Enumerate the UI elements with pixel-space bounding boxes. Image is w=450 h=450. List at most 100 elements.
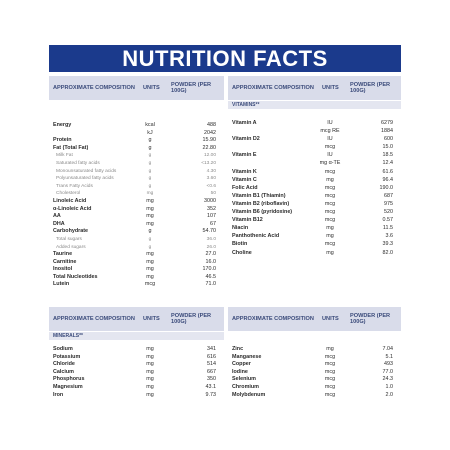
nutrient-value: 43.1 [205,383,217,390]
nutrient-name: Vitamin B12 [232,217,263,224]
nutrient-name: Lutein [53,281,70,288]
table-row: Phosphorus mg 350 [49,376,224,384]
vitamins-panel: APPROXIMATE COMPOSITION UNITS POWDER (pe… [228,76,401,257]
nutrient-name: Calcium [53,368,74,375]
nutrient-value: 9.73 [205,391,217,398]
nutrient-value: <13.20 [201,160,216,166]
table-row: Cholesterol mg 50 [49,190,224,198]
nutrient-name: Manganese [232,353,262,360]
nutrient-value: 4.30 [206,168,216,174]
nutrient-name: Total sugars [56,236,82,242]
nutrient-unit: mg [146,191,154,197]
table-row: Linoleic Acid mg 3000 [49,198,224,206]
nutrient-value: 15.90 [202,137,217,144]
nutrient-name: Energy [53,122,72,128]
nutrient-name: Added sugars [56,244,86,250]
nutrient-unit: mg [146,353,154,360]
table-row: Carbohydrate g 54.70 [49,228,224,236]
nutrient-name: Iron [53,391,64,398]
nutrient-unit: mg [146,346,154,352]
nutrient-value: 22.80 [202,144,217,151]
nutrient-unit: mg α-TE [319,160,341,167]
nutrient-name: Vitamin K [232,168,257,175]
nutrient-value: 488 [207,122,216,128]
nutrient-unit: mg [146,251,154,258]
nutrient-name: Polyunsaturated fatty acids [56,176,114,182]
table-row: Vitamin B1 (Thiamin) mcg 687 [228,192,401,200]
table-row: Lutein mcg 71.0 [49,281,224,289]
nutrient-name: Protein [53,137,72,144]
nutrient-value: 82.0 [382,249,394,256]
minerals-subheader: MINERALS** [49,332,224,340]
page-title: NUTRITION FACTS [49,45,401,72]
nutrient-unit: mg [326,346,334,352]
nutrient-value: 687 [384,192,393,199]
nutrient-value: 77.0 [382,368,394,375]
table-row: Milk Fat g 12.00 [49,152,224,160]
table-header: APPROXIMATE COMPOSITION UNITS POWDER (pe… [228,76,401,100]
nutrient-unit: g [148,137,152,144]
nutrient-name: Vitamin B1 (Thiamin) [232,192,286,199]
header-composition: APPROXIMATE COMPOSITION [53,85,135,91]
table-row: Vitamin K mcg 61.6 [228,168,401,176]
header-composition: APPROXIMATE COMPOSITION [53,316,135,322]
header-units: UNITS [143,85,160,91]
table-row: Biotin mcg 39.3 [228,240,401,248]
nutrient-name: Fat (Total Fat) [53,144,89,151]
nutrient-unit: mcg [324,368,336,375]
nutrient-value: 54.70 [202,228,217,235]
nutrient-unit: mcg [324,184,336,191]
header-powder: POWDER (per 100g) [350,313,391,325]
nutrient-unit: kJ [147,129,153,136]
nutrient-value: 600 [384,136,393,143]
nutrient-value: 12.4 [382,160,394,167]
table-row: Sodium mg 341 [49,346,224,354]
nutrient-value: 24.3 [382,376,394,383]
nutrient-name: Folic Acid [232,184,258,191]
nutrient-unit: mg [146,376,154,383]
nutrient-unit: mg [146,220,154,227]
table-row: Panthothenic Acid mg 3.6 [228,232,401,240]
nutrient-value: 341 [207,346,216,352]
nutrient-name: Magnesium [53,383,83,390]
nutrient-value: 7.04 [382,346,394,352]
header-units: UNITS [322,85,339,91]
nutrient-value: 3000 [204,197,216,204]
mineral-rows-left: Sodium mg 341 Potassium mg 616 Chloride mg 514 Ca… [49,346,224,399]
nutrient-value: 0.57 [382,217,394,224]
nutrient-name: Molybdenum [232,391,266,398]
table-row: Magnesium mg 43.1 [49,384,224,392]
nutrient-unit: g [148,168,152,174]
table-row: Monounsaturated fatty acids g 4.30 [49,168,224,176]
nutrient-value: 96.4 [382,176,394,183]
nutrient-value: 15.0 [382,144,394,151]
nutrient-value: 616 [207,353,216,360]
nutrient-unit: mcg [324,383,336,390]
nutrient-name: Vitamin C [232,176,257,183]
nutrient-value: 1.0 [385,383,394,390]
nutrient-value: 667 [207,368,216,375]
nutrient-unit: mg [326,225,334,232]
nutrient-value: 36.0 [206,236,216,242]
table-header: APPROXIMATE COMPOSITION UNITS POWDER (pe… [49,307,224,331]
nutrient-name: Inositol [53,266,73,273]
table-row: Vitamin B12 mcg 0.57 [228,216,401,224]
nutrient-unit: g [148,228,152,235]
nutrient-unit: mcg [324,376,336,383]
nutrient-unit: mcg [324,217,336,224]
table-row: Vitamin A IU 6279 [228,119,401,127]
nutrient-unit: g [148,176,152,182]
table-row: Manganese mcg 5.1 [228,354,401,362]
nutrient-unit: g [148,244,152,250]
nutrient-unit: mcg RE [320,128,340,135]
nutrient-name: DHA [53,220,65,227]
table-row: Potassium mg 616 [49,354,224,362]
nutrient-name: Phosphorus [53,376,85,383]
nutrient-value: 50 [210,191,216,197]
table-row: Total sugars g 36.0 [49,236,224,244]
nutrient-unit: mg [326,233,334,240]
table-row: Inositol mg 170.0 [49,266,224,274]
nutrient-name: Milk Fat [56,153,73,159]
table-row: Taurine mg 27.0 [49,251,224,259]
nutrient-value: 46.5 [205,273,217,280]
